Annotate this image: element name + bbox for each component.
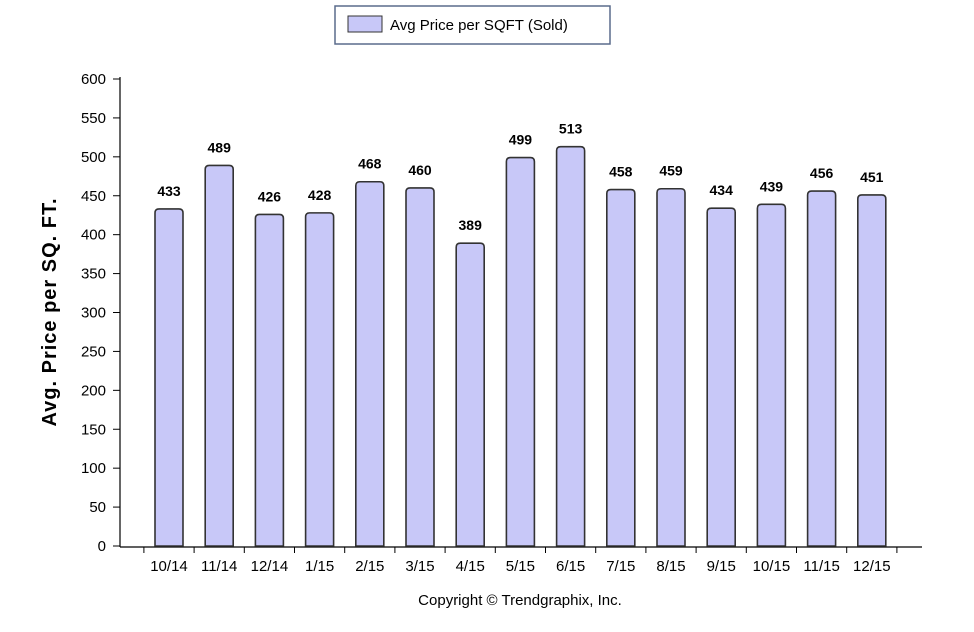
bar (656, 187, 686, 547)
y-axis-title: Avg. Price per SQ. FT. (39, 197, 61, 426)
x-tick-label: 5/15 (506, 558, 535, 575)
x-tick-label: 7/15 (606, 558, 635, 575)
x-tick-label: 4/15 (456, 558, 485, 575)
x-axis-ticks: 10/14 11/14 12/14 1/15 2/15 3/15 4/15 5/15 6/15 7… (143, 547, 898, 575)
data-label: 439 (760, 178, 784, 194)
x-tick-label: 10/14 (150, 558, 188, 575)
x-tick-label: 12/15 (853, 558, 891, 575)
legend-swatch (347, 15, 383, 33)
legend: Avg Price per SQFT (Sold) (334, 5, 611, 45)
data-label: 428 (308, 187, 332, 203)
data-labels: 433 489 426 428 468 460 389 499 513 458 459 434 439 4… (157, 121, 883, 234)
bar (304, 212, 335, 547)
bar (806, 190, 837, 547)
y-tick-label: 500 (81, 149, 106, 166)
x-tick-label: 3/15 (405, 558, 434, 575)
bar (857, 194, 887, 547)
y-tick-label: 450 (81, 188, 106, 205)
x-tick-label: 11/14 (201, 558, 237, 575)
bar (254, 213, 285, 547)
y-axis-ticks: 0 50 100 150 200 250 300 350 400 450 500 550 600 (81, 71, 120, 555)
y-tick-label: 150 (81, 421, 106, 438)
x-tick-label: 11/15 (803, 558, 839, 575)
x-tick-label: 10/15 (753, 558, 791, 575)
bar (606, 188, 636, 547)
data-label: 489 (208, 139, 232, 155)
data-label: 460 (408, 162, 432, 178)
bar (204, 164, 234, 547)
bar (555, 145, 586, 547)
y-tick-label: 50 (89, 499, 106, 516)
x-tick-label: 6/15 (556, 558, 585, 575)
data-label: 513 (559, 121, 583, 137)
y-tick-label: 100 (81, 460, 106, 477)
x-tick-label: 9/15 (707, 558, 736, 575)
y-tick-label: 250 (81, 343, 106, 360)
bar (455, 242, 485, 547)
data-label: 499 (509, 132, 533, 148)
copyright-text: Copyright © Trendgraphix, Inc. (418, 592, 622, 609)
y-tick-label: 350 (81, 266, 106, 283)
data-label: 433 (157, 183, 181, 199)
x-tick-label: 2/15 (355, 558, 384, 575)
bar (355, 180, 385, 547)
bar (405, 187, 435, 547)
y-tick-label: 600 (81, 71, 106, 88)
data-label: 389 (459, 217, 483, 233)
data-label: 468 (358, 156, 382, 172)
legend-label: Avg Price per SQFT (Sold) (390, 17, 568, 34)
data-label: 459 (659, 163, 683, 179)
data-label: 426 (258, 188, 282, 204)
bar (706, 207, 736, 547)
y-tick-label: 550 (81, 110, 106, 127)
x-tick-label: 12/14 (251, 558, 289, 575)
bar (505, 156, 536, 547)
bar (154, 208, 184, 547)
bar (756, 203, 787, 547)
data-label: 451 (860, 169, 884, 185)
data-label: 458 (609, 164, 633, 180)
x-tick-label: 1/15 (305, 558, 334, 575)
data-label: 434 (710, 182, 734, 198)
y-tick-label: 200 (81, 382, 106, 399)
x-tick-label: 8/15 (656, 558, 685, 575)
y-tick-label: 300 (81, 305, 106, 322)
bars (154, 145, 887, 547)
data-label: 456 (810, 165, 834, 181)
y-tick-label: 400 (81, 227, 106, 244)
y-tick-label: 0 (98, 538, 106, 555)
